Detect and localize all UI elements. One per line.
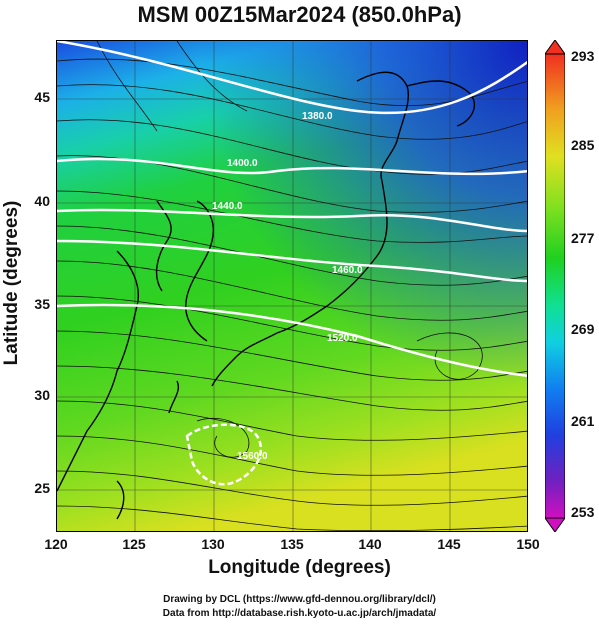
colorbar-tick-label: 277 [571,230,595,246]
map-title: MSM 00Z15Mar2024 (850.0hPa) [137,2,462,27]
colorbar-tick-label: 261 [571,413,595,429]
x-tick-label: 135 [280,536,304,552]
y-tick-label: 45 [34,89,50,105]
x-axis-label: Longitude (degrees) [208,557,391,578]
colorbar-tick-label: 285 [571,137,595,153]
y-tick-label: 40 [34,193,50,209]
credit-line: Drawing by DCL (https://www.gfd-dennou.o… [163,594,436,605]
x-tick-label: 130 [201,536,225,552]
map-canvas: 1380.0 1400.0 1440.0 1460.0 1520.0 1560.… [57,41,527,531]
contour-label: 1520.0 [327,333,358,344]
streamlines [57,41,527,531]
contour-label: 1440.0 [212,201,243,212]
x-tick-label: 150 [516,536,540,552]
contour-label: 1460.0 [332,265,363,276]
colorbar-tick-label: 269 [571,321,595,337]
y-tick-label: 25 [34,480,50,496]
colorbar-tick-label: 293 [571,48,595,64]
y-axis-label: Latitude (degrees) [1,200,22,366]
map-plot-area: 1380.0 1400.0 1440.0 1460.0 1520.0 1560.… [56,40,528,532]
x-tick-label: 140 [358,536,382,552]
coastlines [57,71,476,520]
contour-label: 1380.0 [302,111,333,122]
y-tick-label: 35 [34,296,50,312]
x-tick-label: 125 [122,536,146,552]
colorbar [545,40,565,532]
x-tick-label: 145 [437,536,461,552]
y-tick-label: 30 [34,387,50,403]
contour-label: 1400.0 [227,158,258,169]
x-tick-label: 120 [44,536,68,552]
contour-label: 1560.0 [237,451,268,462]
credit-line: Data from http://database.rish.kyoto-u.a… [162,608,437,619]
height-contours [57,41,527,486]
colorbar-tick-label: 253 [571,504,595,520]
cold-air-region [57,41,527,531]
